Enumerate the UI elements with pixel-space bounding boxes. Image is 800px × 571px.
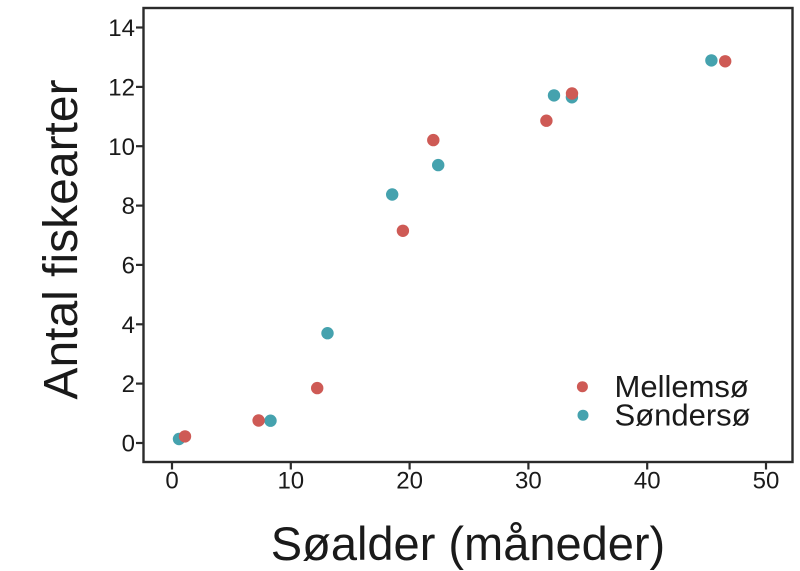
- svg-text:50: 50: [753, 468, 780, 495]
- svg-text:Søalder (måneder): Søalder (måneder): [271, 517, 665, 570]
- svg-text:0: 0: [165, 468, 178, 495]
- svg-text:20: 20: [396, 468, 423, 495]
- svg-text:Søndersø: Søndersø: [615, 398, 751, 433]
- svg-text:10: 10: [108, 134, 135, 161]
- svg-text:Antal fiskearter: Antal fiskearter: [35, 79, 88, 399]
- svg-text:2: 2: [122, 371, 135, 398]
- svg-text:Mellemsø: Mellemsø: [615, 369, 749, 404]
- svg-text:4: 4: [122, 312, 135, 339]
- svg-text:0: 0: [122, 431, 135, 458]
- svg-text:14: 14: [108, 15, 135, 42]
- svg-text:12: 12: [108, 75, 135, 102]
- svg-text:30: 30: [515, 468, 542, 495]
- svg-text:6: 6: [122, 253, 135, 280]
- svg-text:40: 40: [634, 468, 661, 495]
- svg-text:10: 10: [277, 468, 304, 495]
- svg-text:8: 8: [122, 193, 135, 220]
